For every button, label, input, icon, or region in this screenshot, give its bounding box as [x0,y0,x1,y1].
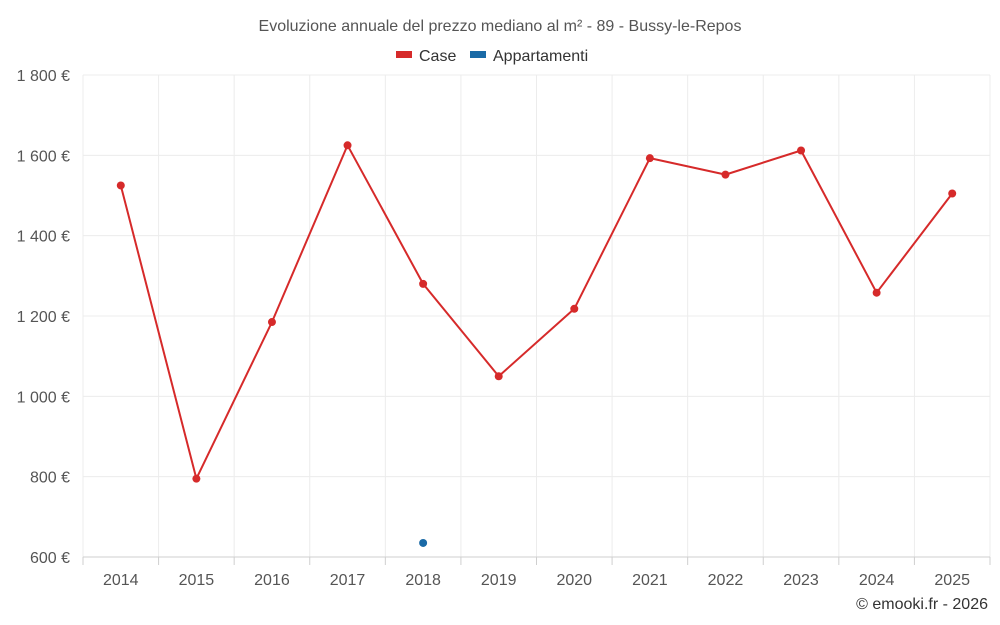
data-point-appartamenti[interactable] [419,538,428,547]
y-tick-label: 1 600 € [17,148,70,165]
data-point-case[interactable] [872,288,881,297]
x-tick-label: 2020 [556,572,592,589]
y-tick-label: 1 000 € [17,389,70,406]
x-tick-label: 2023 [783,572,819,589]
legend-item-appartamenti[interactable]: Appartamenti [470,48,588,65]
credit: © emooki.fr - 2026 [856,596,988,613]
data-point-case[interactable] [343,141,352,150]
y-tick-label: 800 € [30,470,70,487]
data-point-case[interactable] [494,372,503,381]
data-point-case[interactable] [948,189,957,198]
legend: Case Appartamenti [396,48,588,65]
data-point-case[interactable] [645,154,654,163]
legend-item-case[interactable]: Case [396,48,456,65]
chart-title: Evoluzione annuale del prezzo mediano al… [259,18,742,35]
y-tick-label: 600 € [30,550,70,567]
series-layer [116,141,957,547]
data-point-case[interactable] [721,170,730,179]
x-tick-label: 2022 [708,572,744,589]
data-point-case[interactable] [116,181,125,190]
x-tick-label: 2025 [934,572,970,589]
x-tick-label: 2017 [330,572,366,589]
y-axis: 600 € 800 € 1 000 € 1 200 € 1 400 € 1 600 € 1 … [17,68,70,567]
x-tick-label: 2014 [103,572,139,589]
y-tick-label: 1 800 € [17,68,70,85]
data-point-case[interactable] [570,304,579,313]
series-line-case [119,144,954,480]
data-point-case[interactable] [419,279,428,288]
legend-label-appartamenti: Appartamenti [493,48,588,65]
x-tick-label: 2019 [481,572,517,589]
legend-swatch-appartamenti [470,51,486,58]
x-tick-label: 2016 [254,572,290,589]
data-point-case[interactable] [267,318,276,327]
data-point-case[interactable] [797,146,806,155]
x-tick-label: 2018 [405,572,441,589]
grid [82,74,991,558]
legend-swatch-case [396,51,412,58]
x-axis: 2014 2015 2016 2017 2018 2019 2020 2021 2022 2023… [82,557,991,589]
x-tick-label: 2015 [179,572,215,589]
data-point-case[interactable] [192,474,201,483]
y-tick-label: 1 200 € [17,309,70,326]
legend-label-case: Case [419,48,456,65]
x-tick-label: 2021 [632,572,668,589]
x-tick-label: 2024 [859,572,895,589]
y-tick-label: 1 400 € [17,229,70,246]
